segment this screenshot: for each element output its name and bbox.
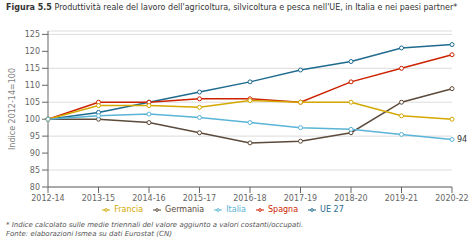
svg-text:110: 110 xyxy=(25,81,40,90)
html-text:Fonte: elaborazioni Ismea su d: Fonte: elaborazioni Ismea su dati Eurost… xyxy=(6,230,172,238)
svg-text:2013-15: 2013-15 xyxy=(82,194,115,203)
svg-text:2017-19: 2017-19 xyxy=(284,194,317,203)
html-text:UE 27: UE 27 xyxy=(320,205,344,214)
svg-text:115: 115 xyxy=(25,64,40,73)
html-text:* Indice calcolato sulle medie: * Indice calcolato sulle medie triennali… xyxy=(6,221,304,229)
svg-text:2020-22: 2020-22 xyxy=(435,194,466,203)
svg-text:90: 90 xyxy=(30,149,40,158)
svg-text:80: 80 xyxy=(30,183,40,192)
svg-text:105: 105 xyxy=(25,98,40,107)
svg-text:100: 100 xyxy=(25,115,40,124)
svg-text:2016-18: 2016-18 xyxy=(233,194,266,203)
svg-text:Indice 2012-14=100: Indice 2012-14=100 xyxy=(8,68,17,150)
svg-text:2015-17: 2015-17 xyxy=(183,194,216,203)
html-text:Francia: Francia xyxy=(114,205,144,214)
html-text:Figura 5.5 Produttività reale: Figura 5.5 Produttività reale del lavoro… xyxy=(6,3,458,12)
svg-text:85: 85 xyxy=(30,166,40,175)
svg-text:120: 120 xyxy=(25,47,40,56)
svg-text:94: 94 xyxy=(457,135,466,144)
svg-text:125: 125 xyxy=(25,30,40,39)
html-text:Spagna: Spagna xyxy=(268,205,299,214)
svg-text:2012-14: 2012-14 xyxy=(31,194,64,203)
svg-text:95: 95 xyxy=(30,132,40,141)
svg-text:2019-21: 2019-21 xyxy=(385,194,418,203)
html-text:Italia: Italia xyxy=(226,205,246,214)
svg-text:2014-16: 2014-16 xyxy=(132,194,165,203)
svg-text:2018-20: 2018-20 xyxy=(334,194,367,203)
html-text:Germania: Germania xyxy=(165,205,205,214)
